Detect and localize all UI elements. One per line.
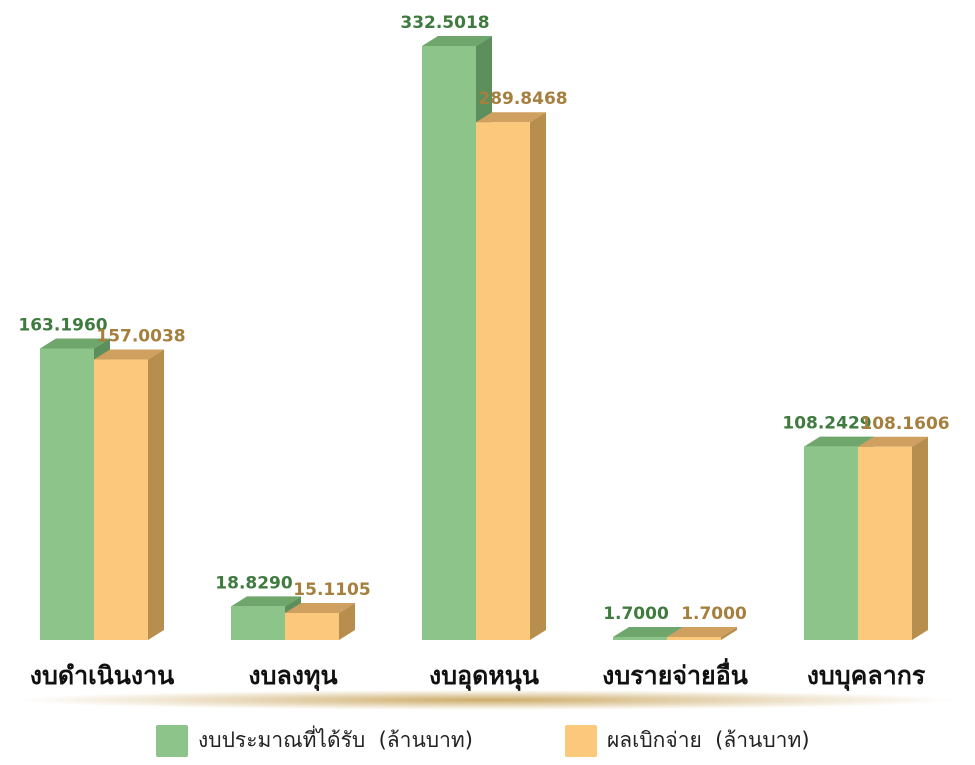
data-label-budget-3: 332.5018 <box>400 13 489 33</box>
bar-top-spent-2 <box>285 603 355 614</box>
data-label-spent-4: 1.7000 <box>681 604 747 624</box>
data-label-budget-5: 108.2429 <box>782 414 871 434</box>
bar-side-spent-3 <box>530 112 546 641</box>
bar-side-spent-2 <box>339 603 355 640</box>
bar-spent-3 <box>476 112 546 641</box>
bars-layer <box>40 36 928 641</box>
legend-label-spent: ผลเบิกจ่าย (ล้านบาท) <box>607 728 810 752</box>
bar-top-budget-1 <box>40 338 110 349</box>
bar-spent-5 <box>858 436 928 640</box>
category-label-4: งบรายจ่ายอื่น <box>602 658 748 690</box>
bar-spent-1 <box>94 349 164 640</box>
bar-front-spent-2 <box>285 613 339 640</box>
bar-top-budget-4 <box>613 626 683 637</box>
bar-front-spent-1 <box>94 359 148 640</box>
legend-item-spent: ผลเบิกจ่าย (ล้านบาท) <box>565 724 810 757</box>
bar-side-spent-5 <box>912 436 928 640</box>
bar-front-budget-5 <box>804 446 858 640</box>
bar-top-spent-5 <box>858 436 928 447</box>
bar-top-budget-3 <box>422 36 492 46</box>
legend-item-budget: งบประมาณที่ได้รับ (ล้านบาท) <box>156 724 473 757</box>
bar-front-budget-3 <box>422 46 476 640</box>
legend-swatch-budget <box>156 724 188 757</box>
bar-top-spent-4 <box>667 626 737 637</box>
category-label-5: งบบุคลากร <box>807 661 926 692</box>
bar-top-spent-1 <box>94 349 164 360</box>
bar-front-spent-4 <box>667 636 721 640</box>
bar-side-spent-1 <box>148 349 164 640</box>
bar-spent-2 <box>285 603 355 640</box>
data-label-spent-1: 157.0038 <box>96 327 185 347</box>
bar-top-spent-3 <box>476 112 546 123</box>
data-label-budget-4: 1.7000 <box>603 604 669 624</box>
data-label-budget-1: 163.1960 <box>18 315 107 335</box>
bar-front-spent-5 <box>858 446 912 640</box>
bar-front-budget-4 <box>613 636 667 640</box>
baseline-glow <box>17 690 957 710</box>
category-label-3: งบอุดหนุน <box>429 661 539 692</box>
data-label-budget-2: 18.8290 <box>215 573 293 593</box>
bar-front-spent-3 <box>476 122 530 641</box>
category-label-1: งบดำเนินงาน <box>30 661 174 690</box>
legend-swatch-spent <box>565 724 597 757</box>
bar-spent-4 <box>667 626 737 640</box>
legend: งบประมาณที่ได้รับ (ล้านบาท) ผลเบิกจ่าย (… <box>0 718 975 764</box>
data-label-spent-3: 289.8468 <box>478 89 567 109</box>
bar-top-budget-5 <box>804 436 874 447</box>
bar-front-budget-2 <box>231 606 285 640</box>
bar-side-spent-4 <box>721 626 737 640</box>
bar-front-budget-1 <box>40 348 94 640</box>
bar-top-budget-2 <box>231 596 301 607</box>
category-label-2: งบลงทุน <box>248 661 337 692</box>
data-label-spent-2: 15.1105 <box>293 580 370 600</box>
legend-label-budget: งบประมาณที่ได้รับ (ล้านบาท) <box>198 728 473 752</box>
data-label-spent-5: 108.1606 <box>860 414 949 434</box>
